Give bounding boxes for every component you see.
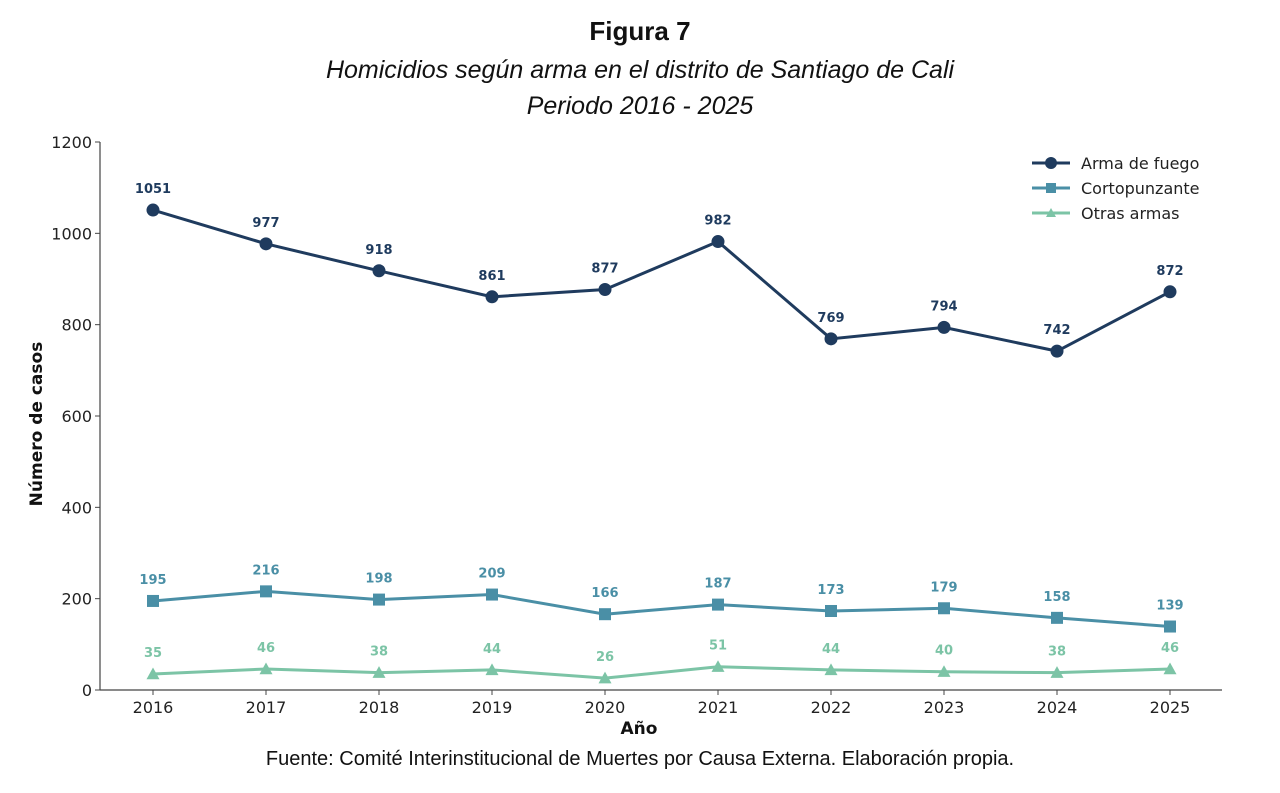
x-tick-label: 2022 [811, 698, 852, 717]
data-point-otras-armas [259, 662, 273, 675]
data-label-cortopunzante: 216 [252, 563, 279, 578]
data-label-arma-de-fuego: 872 [1156, 264, 1183, 279]
data-point-arma-de-fuego [1050, 344, 1064, 358]
data-point-arma-de-fuego [598, 283, 612, 297]
y-tick-label: 600 [61, 407, 92, 426]
data-label-arma-de-fuego: 982 [704, 214, 731, 229]
legend-marker-cortopunzante [1046, 183, 1056, 193]
x-tick-label: 2019 [472, 698, 513, 717]
x-tick-label: 2016 [133, 698, 174, 717]
data-label-cortopunzante: 179 [930, 580, 957, 595]
data-label-otras-armas: 44 [822, 642, 840, 657]
data-point-cortopunzante [147, 594, 159, 607]
data-point-arma-de-fuego [372, 264, 386, 278]
x-axis-label: Año [621, 719, 658, 739]
data-point-otras-armas [146, 667, 160, 680]
data-point-arma-de-fuego [824, 332, 838, 346]
data-label-cortopunzante: 198 [365, 572, 392, 587]
chart-period: Periodo 2016 - 2025 [526, 92, 754, 120]
data-point-otras-armas [372, 666, 386, 678]
data-point-cortopunzante [260, 585, 272, 598]
data-point-arma-de-fuego [259, 237, 273, 251]
figure-label: Figura 7 [589, 16, 691, 46]
data-point-otras-armas [1163, 662, 1177, 675]
data-point-cortopunzante [1051, 611, 1063, 624]
data-point-otras-armas [485, 663, 499, 676]
data-label-cortopunzante: 158 [1043, 590, 1070, 605]
x-tick-label: 2021 [698, 698, 739, 717]
y-tick-label: 1000 [51, 224, 92, 243]
data-label-otras-armas: 38 [1048, 645, 1066, 660]
data-label-otras-armas: 35 [144, 646, 162, 661]
legend-marker-arma-de-fuego [1045, 157, 1057, 169]
data-label-arma-de-fuego: 861 [478, 269, 505, 284]
data-point-cortopunzante [486, 588, 498, 601]
data-label-arma-de-fuego: 1051 [135, 182, 171, 197]
chart-subtitle: Homicidios según arma en el distrito de … [325, 56, 955, 84]
series-line-arma-de-fuego [152, 208, 1171, 353]
data-point-otras-armas [824, 663, 838, 676]
y-tick-label: 400 [61, 498, 92, 517]
data-point-arma-de-fuego [711, 235, 725, 249]
x-tick-label: 2023 [924, 698, 965, 717]
data-label-arma-de-fuego: 877 [591, 262, 618, 277]
data-point-otras-armas [711, 660, 725, 672]
data-label-cortopunzante: 195 [139, 573, 166, 588]
x-tick-label: 2018 [359, 698, 400, 717]
data-point-arma-de-fuego [146, 203, 160, 217]
data-point-cortopunzante [599, 608, 611, 621]
data-point-otras-armas [1050, 666, 1064, 678]
x-tick-label: 2025 [1150, 698, 1191, 717]
data-point-arma-de-fuego [485, 290, 499, 304]
data-label-cortopunzante: 166 [591, 586, 618, 601]
data-label-arma-de-fuego: 977 [252, 216, 279, 231]
data-label-otras-armas: 38 [370, 645, 388, 660]
series-line-cortopunzante [152, 589, 1171, 629]
y-tick-label: 0 [82, 681, 92, 700]
series-line-otras-armas [152, 665, 1171, 680]
legend-label-arma-de-fuego: Arma de fuego [1081, 154, 1199, 173]
legend-label-cortopunzante: Cortopunzante [1081, 179, 1200, 198]
data-point-cortopunzante [825, 604, 837, 617]
data-label-otras-armas: 51 [709, 639, 727, 654]
x-tick-label: 2024 [1037, 698, 1078, 717]
data-label-cortopunzante: 173 [817, 583, 844, 598]
y-tick-label: 800 [61, 316, 92, 335]
data-point-arma-de-fuego [1163, 285, 1177, 299]
source-note: Fuente: Comité Interinstitucional de Mue… [265, 748, 1015, 770]
data-label-cortopunzante: 187 [704, 577, 731, 592]
data-label-arma-de-fuego: 794 [930, 299, 957, 314]
data-point-cortopunzante [712, 598, 724, 611]
data-point-cortopunzante [373, 593, 385, 606]
y-tick-label: 1200 [51, 133, 92, 152]
data-label-otras-armas: 26 [596, 650, 614, 665]
x-tick-label: 2020 [585, 698, 626, 717]
data-point-otras-armas [598, 671, 612, 684]
y-axis-label: Número de casos [27, 342, 47, 507]
data-label-otras-armas: 44 [483, 642, 501, 657]
data-label-otras-armas: 46 [1161, 641, 1179, 656]
legend-label-otras-armas: Otras armas [1081, 204, 1180, 223]
data-label-otras-armas: 40 [935, 644, 953, 659]
legend-marker-otras-armas [1046, 208, 1056, 217]
data-label-arma-de-fuego: 742 [1043, 323, 1070, 338]
y-tick-label: 200 [61, 590, 92, 609]
data-label-arma-de-fuego: 918 [365, 243, 392, 258]
data-point-arma-de-fuego [937, 320, 951, 334]
data-label-cortopunzante: 209 [478, 567, 505, 582]
x-tick-label: 2017 [246, 698, 287, 717]
data-point-cortopunzante [938, 602, 950, 615]
data-label-cortopunzante: 139 [1156, 599, 1183, 614]
data-label-otras-armas: 46 [257, 641, 275, 656]
data-point-cortopunzante [1164, 620, 1176, 633]
data-point-otras-armas [937, 665, 951, 677]
data-label-arma-de-fuego: 769 [817, 311, 844, 326]
